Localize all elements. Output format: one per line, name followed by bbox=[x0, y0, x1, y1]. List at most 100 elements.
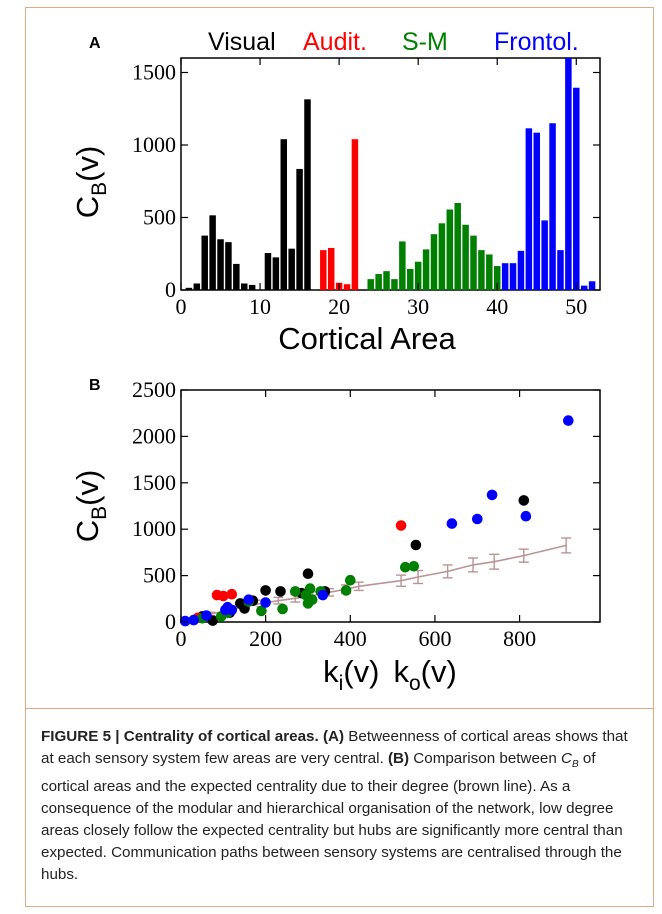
bar bbox=[217, 239, 224, 290]
bar bbox=[367, 279, 374, 291]
scatter-point bbox=[400, 561, 411, 573]
bar bbox=[588, 281, 596, 290]
scatter-point bbox=[218, 590, 229, 602]
scatter-point bbox=[256, 605, 267, 617]
scatter-point bbox=[226, 588, 238, 600]
legend-item: Frontol. bbox=[494, 28, 579, 56]
x-tick-label: 10 bbox=[249, 294, 271, 319]
caption-divider bbox=[26, 708, 653, 709]
y-tick-label: 1000 bbox=[132, 516, 176, 541]
scatter-point bbox=[520, 510, 532, 522]
figure-caption: FIGURE 5 | Centrality of cortical areas.… bbox=[41, 726, 637, 886]
legend-item: S-M bbox=[402, 28, 448, 56]
y-tick-label: 500 bbox=[143, 205, 176, 230]
bar bbox=[509, 263, 517, 290]
legend: Visual Audit. S-M Frontol. bbox=[208, 28, 579, 56]
bar bbox=[201, 235, 208, 291]
figure-frame bbox=[25, 7, 654, 907]
panel-a-ylabel: CB(v) bbox=[70, 146, 111, 219]
y-tick-label: 1500 bbox=[132, 470, 176, 495]
caption-a-text: Betweenness of cortical areas shows that… bbox=[41, 728, 628, 767]
scatter-point bbox=[345, 574, 356, 586]
svg-text:CB(v): CB(v) bbox=[70, 146, 111, 219]
bar bbox=[549, 123, 556, 290]
x-tick-label: 40 bbox=[486, 294, 508, 319]
axis-b: 0 200 400 600 800 0 500 1000 1500 2000 2500 bbox=[132, 377, 600, 651]
bar bbox=[430, 234, 438, 290]
bar bbox=[565, 58, 572, 290]
bar bbox=[280, 139, 288, 290]
x-tick-label: 200 bbox=[249, 626, 282, 651]
scatter-point bbox=[306, 594, 318, 605]
bar bbox=[383, 271, 390, 290]
legend-item: Visual bbox=[208, 28, 276, 56]
points-b bbox=[179, 415, 574, 627]
bar bbox=[193, 283, 201, 290]
x-tick-label: 800 bbox=[503, 626, 536, 651]
bar bbox=[264, 253, 272, 290]
panel-b-ylabel: CB(v) bbox=[70, 470, 111, 543]
caption-b-text-1: Comparison between bbox=[413, 750, 557, 767]
scatter-point bbox=[486, 489, 498, 501]
bar bbox=[478, 250, 485, 291]
scatter-point bbox=[395, 520, 407, 531]
bar bbox=[288, 248, 295, 290]
legend-item: Audit. bbox=[303, 28, 367, 56]
scatter-point bbox=[317, 589, 329, 601]
bar bbox=[327, 247, 335, 290]
bar bbox=[541, 220, 548, 290]
panel-b: B 0 200 400 600 800 0 500 1000 1500 2000 2500 ki(v… bbox=[70, 377, 601, 695]
bar bbox=[414, 261, 422, 290]
panel-a: A Visual Audit. S-M Frontol. 0 10 20 30 40 50050… bbox=[70, 28, 601, 356]
panel-a-label: A bbox=[89, 35, 101, 52]
y-tick-label: 1500 bbox=[132, 60, 176, 85]
bar bbox=[573, 87, 580, 290]
bar bbox=[320, 250, 327, 291]
x-tick-label: 400 bbox=[334, 626, 367, 651]
bar bbox=[438, 223, 446, 290]
bar bbox=[296, 168, 303, 290]
bar bbox=[501, 263, 509, 290]
bar bbox=[272, 257, 280, 291]
bar bbox=[462, 224, 469, 290]
bar bbox=[446, 209, 454, 290]
caption-b-text-2: of cortical areas and the expected centr… bbox=[41, 750, 623, 884]
bar bbox=[470, 235, 477, 291]
bar bbox=[241, 283, 248, 290]
scatter-point bbox=[518, 495, 530, 506]
panel-a-plot-frame bbox=[180, 57, 601, 291]
x-tick-label: 20 bbox=[328, 294, 350, 319]
scatter-point bbox=[201, 610, 212, 621]
bar bbox=[225, 242, 232, 290]
bar bbox=[525, 128, 533, 290]
bar bbox=[375, 274, 382, 290]
bar bbox=[185, 287, 193, 290]
scatter-point bbox=[563, 415, 574, 426]
bar bbox=[580, 285, 588, 290]
scatter-point bbox=[260, 597, 271, 608]
scatter-point bbox=[304, 583, 316, 594]
panel-b-label: B bbox=[89, 377, 101, 394]
caption-b-label: (B) bbox=[387, 750, 410, 767]
bar bbox=[422, 249, 430, 290]
scatter-point bbox=[340, 585, 352, 596]
y-tick-label: 0 bbox=[165, 277, 176, 302]
caption-a-label: (A) bbox=[322, 728, 345, 745]
bars-a bbox=[185, 58, 596, 291]
bar bbox=[304, 99, 311, 290]
bar bbox=[233, 263, 240, 290]
panel-a-xlabel: Cortical Area bbox=[278, 321, 456, 356]
bar bbox=[209, 215, 216, 290]
scatter-point bbox=[179, 615, 191, 627]
scatter-point bbox=[277, 603, 288, 615]
y-tick-label: 2000 bbox=[132, 423, 176, 448]
chart-svg: A Visual Audit. S-M Frontol. 0 10 20 30 40 50050… bbox=[70, 28, 601, 695]
expected-centrality-curve bbox=[180, 544, 567, 623]
bar bbox=[248, 284, 256, 290]
bar bbox=[391, 279, 398, 291]
scatter-point bbox=[260, 585, 271, 596]
scatter-point bbox=[472, 513, 483, 525]
bar bbox=[407, 268, 414, 290]
